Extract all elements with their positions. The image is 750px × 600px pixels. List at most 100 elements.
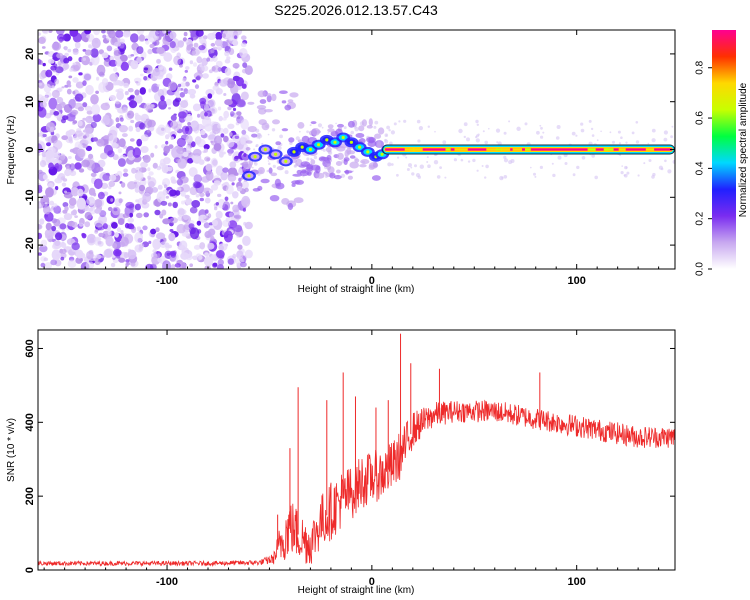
- speckle-point: [277, 145, 282, 151]
- noise-blob: [38, 143, 43, 154]
- noise-blob: [38, 132, 42, 137]
- noise-blob: [122, 33, 127, 36]
- noise-blob: [97, 240, 102, 245]
- speckle-point: [485, 164, 489, 169]
- snr-xtick-label: -100: [156, 576, 178, 588]
- noise-blob: [210, 157, 218, 168]
- speckle-point: [648, 159, 652, 162]
- speckle-point: [317, 123, 323, 128]
- spectrogram-ytick-label: 0: [24, 146, 36, 152]
- noise-blob: [162, 178, 171, 187]
- speckle-point: [253, 148, 256, 151]
- speckle-point: [416, 119, 421, 124]
- noise-blob: [161, 164, 169, 174]
- transition-blob: [292, 173, 303, 177]
- snr-ticks: -100 0 100 0 200 400 600: [24, 330, 675, 588]
- noise-blob: [138, 184, 146, 192]
- noise-blob: [95, 90, 99, 95]
- signal-line-dip: [500, 148, 511, 151]
- spectrogram-xtick-label: 100: [568, 275, 586, 287]
- noise-blob: [188, 223, 195, 229]
- noise-blob: [152, 249, 157, 254]
- noise-blob: [148, 240, 152, 244]
- speckle-point: [600, 130, 602, 133]
- noise-blob: [85, 115, 94, 124]
- noise-blob: [86, 250, 94, 260]
- spectrogram-x-label: Height of straight line (km): [298, 284, 415, 295]
- noise-blob: [227, 106, 232, 111]
- noise-blob: [79, 222, 84, 227]
- noise-blob: [232, 62, 240, 69]
- speckle-point: [503, 131, 507, 135]
- noise-blob: [56, 52, 64, 59]
- speckle-point: [397, 156, 400, 159]
- transition-blob: [377, 127, 385, 135]
- noise-blob: [241, 180, 249, 190]
- noise-blob: [76, 197, 87, 210]
- transition-blob: [368, 118, 373, 126]
- track-blob-core: [358, 145, 362, 149]
- noise-blob: [70, 210, 76, 216]
- speckle-point: [618, 142, 622, 145]
- noise-blob: [203, 222, 210, 229]
- transition-blob: [343, 159, 348, 165]
- noise-blob: [71, 109, 79, 116]
- speckle-point: [460, 158, 464, 162]
- speckle-point: [503, 175, 508, 179]
- speckle-point: [651, 128, 656, 133]
- speckle-point: [590, 127, 594, 131]
- noise-blob: [81, 232, 86, 237]
- noise-blob: [156, 47, 165, 54]
- noise-blob: [51, 42, 62, 51]
- noise-blob: [140, 73, 144, 77]
- noise-blob: [202, 35, 208, 40]
- noise-blob: [213, 180, 221, 186]
- noise-blob: [89, 203, 97, 209]
- noise-blob: [149, 43, 155, 49]
- noise-blob: [240, 261, 247, 268]
- speckle-point: [390, 163, 394, 166]
- noise-blob: [69, 163, 76, 171]
- noise-blob: [120, 236, 129, 247]
- noise-blob: [38, 58, 42, 65]
- noise-blob: [201, 57, 208, 66]
- noise-blob: [127, 88, 134, 93]
- noise-blob: [81, 159, 90, 168]
- noise-blob: [136, 138, 143, 147]
- noise-blob: [176, 147, 186, 155]
- transition-blob: [247, 126, 257, 133]
- noise-blob: [107, 150, 115, 158]
- transition-blob: [281, 198, 290, 205]
- speckle-point: [533, 172, 536, 176]
- noise-blob: [213, 135, 223, 146]
- speckle-point: [427, 164, 431, 168]
- colorbar-gradient: [712, 30, 736, 269]
- noise-blob: [134, 89, 140, 96]
- noise-blob: [241, 129, 247, 135]
- noise-blob: [185, 198, 193, 205]
- noise-blob: [74, 130, 83, 137]
- transition-blob: [336, 152, 344, 160]
- noise-blob: [227, 258, 234, 265]
- noise-blob: [102, 173, 111, 182]
- noise-blob: [157, 89, 165, 97]
- speckle-point: [418, 126, 423, 131]
- transition-blob: [293, 197, 304, 204]
- noise-blob: [177, 83, 182, 88]
- noise-blob: [215, 31, 223, 41]
- noise-blob: [162, 218, 171, 225]
- noise-blob: [223, 110, 230, 119]
- noise-blob: [230, 201, 234, 205]
- track-blob-core: [380, 152, 384, 156]
- speckle-point: [626, 171, 630, 175]
- noise-blob: [75, 249, 84, 259]
- noise-blob: [45, 91, 52, 98]
- colorbar-tick-label: 0.0: [695, 262, 706, 276]
- noise-blob: [220, 171, 228, 181]
- noise-blob: [192, 155, 201, 163]
- noise-blob: [169, 41, 176, 49]
- signal-line-dip: [618, 148, 626, 151]
- noise-blob: [119, 117, 124, 122]
- speckle-point: [516, 126, 521, 131]
- noise-blob: [214, 206, 218, 211]
